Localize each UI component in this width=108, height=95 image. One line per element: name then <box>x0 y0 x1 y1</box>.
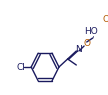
Text: Cl: Cl <box>16 63 25 72</box>
Text: HO: HO <box>84 27 98 36</box>
Text: O: O <box>102 15 108 25</box>
Text: O: O <box>83 38 90 48</box>
Text: N: N <box>75 46 82 55</box>
